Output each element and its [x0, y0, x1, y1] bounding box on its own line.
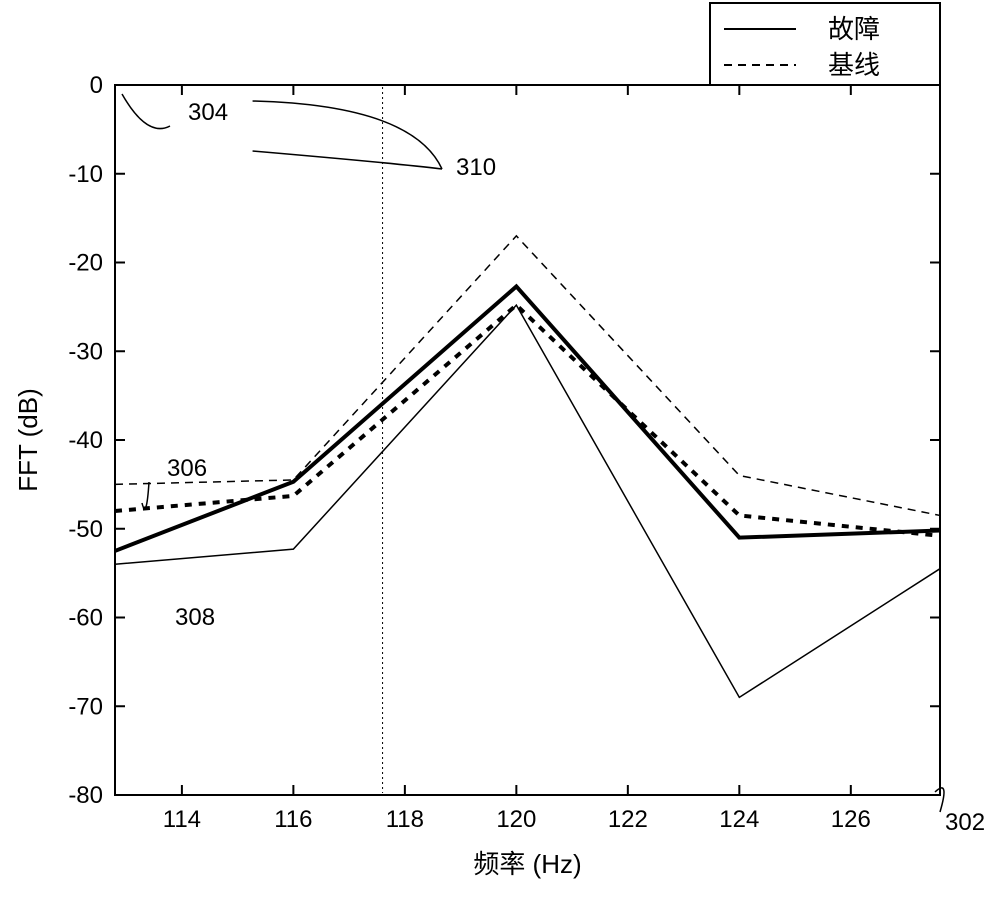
ytick-label: -60: [68, 605, 103, 632]
xtick-label: 120: [496, 806, 536, 833]
annotation-ann302: 302: [945, 809, 985, 836]
chart-svg: -80 -70 -60 -50 -40 -30 -20 -10 0 114 116 118 120 122…: [0, 0, 1000, 918]
ytick-label: -30: [68, 338, 103, 365]
xtick-label: 122: [608, 806, 648, 833]
annotation-ann310: 310: [456, 154, 496, 181]
ytick-label: -70: [68, 693, 103, 720]
legend-box: [710, 3, 940, 85]
ytick-label: -20: [68, 250, 103, 277]
xtick-label: 116: [274, 806, 312, 833]
ytick-label: -10: [68, 161, 103, 188]
legend-label: 故障: [828, 14, 880, 44]
plot-area: [115, 85, 940, 795]
annotation-ann306: 306: [167, 455, 207, 482]
annotation-ann304: 304: [188, 99, 228, 126]
y-axis-label: FFT (dB): [13, 388, 43, 492]
chart-root: -80 -70 -60 -50 -40 -30 -20 -10 0 114 116 118 120 122…: [0, 0, 1000, 918]
ytick-label: -40: [68, 427, 103, 454]
xtick-label: 118: [386, 806, 424, 833]
xtick-label: 126: [831, 806, 871, 833]
ytick-label: -80: [68, 782, 103, 809]
ytick-label: 0: [90, 72, 103, 99]
x-axis-label: 频率 (Hz): [473, 849, 581, 879]
legend-label: 基线: [828, 50, 880, 80]
xtick-label: 124: [719, 806, 759, 833]
ytick-label: -50: [68, 516, 103, 543]
xtick-label: 114: [163, 806, 201, 833]
annotation-ann308: 308: [175, 604, 215, 631]
